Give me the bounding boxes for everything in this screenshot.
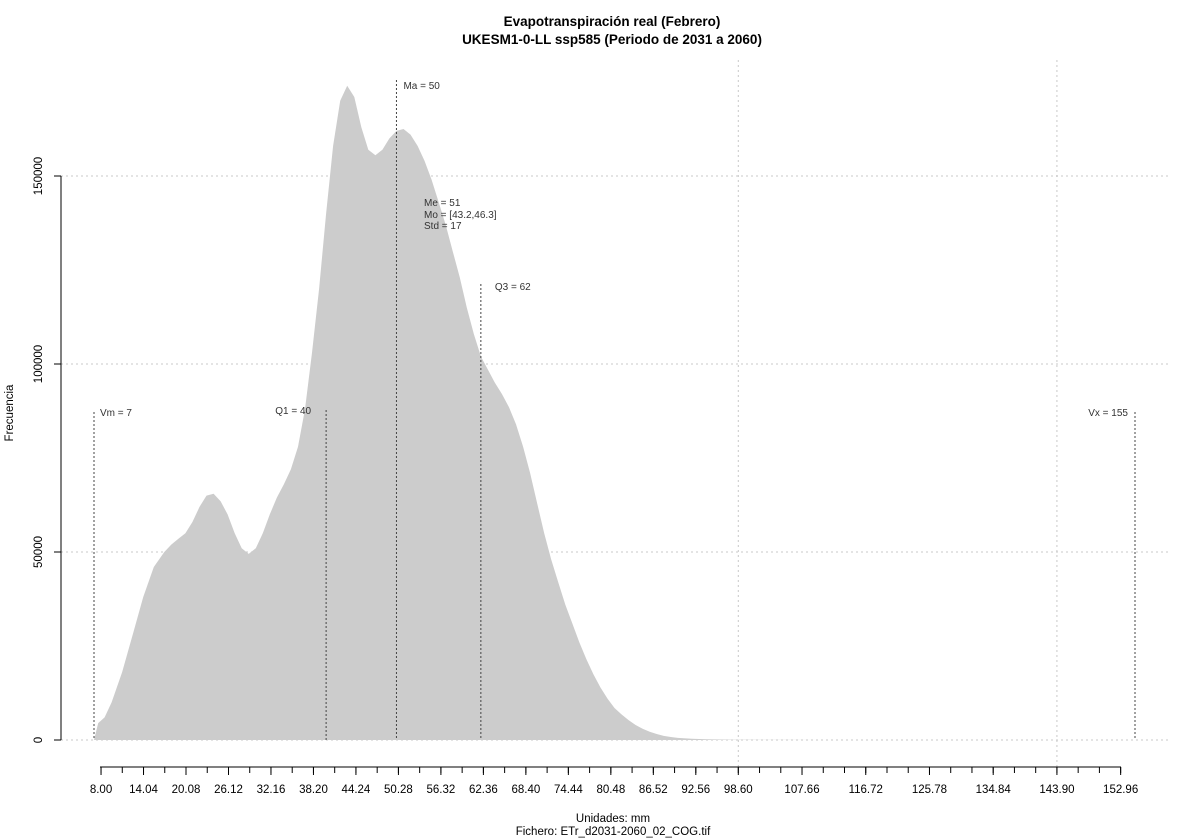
annotation-label-1: Q1 = 40 — [275, 406, 311, 417]
x-tick-label-12: 80.48 — [596, 784, 625, 796]
x-tick-label-17: 116.72 — [849, 784, 883, 796]
x-tick-label-5: 38.20 — [299, 784, 328, 796]
x-tick-label-18: 125.78 — [912, 784, 947, 796]
annotations: Vm = 7 Q1 = 40 Ma = 50 Q3 = 62 Vx = 155 — [93, 80, 1136, 740]
y-tick-label-1: 50000 — [33, 536, 45, 568]
y-tick-label-2: 100000 — [33, 345, 45, 383]
x-tick-label-21: 152.96 — [1103, 784, 1138, 796]
x-tick-label-4: 32.16 — [257, 784, 286, 796]
x-tick-label-6: 44.24 — [342, 784, 371, 796]
file-caption: Fichero: ETr_d2031-2060_02_COG.tif — [516, 826, 711, 838]
annotation-label-4: Vx = 155 — [1088, 408, 1128, 419]
y-tick-label-3: 150000 — [33, 157, 45, 195]
stat-std: Std = 17 — [424, 221, 462, 232]
x-tick-label-14: 92.56 — [681, 784, 710, 796]
x-tick-label-8: 56.32 — [427, 784, 456, 796]
x-tick-label-7: 50.28 — [384, 784, 413, 796]
annotation-label-2: Ma = 50 — [403, 81, 440, 92]
chart-subtitle: UKESM1-0-LL ssp585 (Periodo de 2031 a 20… — [462, 32, 762, 47]
stat-median: Me = 51 — [424, 198, 461, 209]
x-tick-label-1: 14.04 — [129, 784, 158, 796]
x-tick-label-11: 74.44 — [554, 784, 583, 796]
annotation-label-3: Q3 = 62 — [495, 282, 531, 293]
x-tick-label-13: 86.52 — [639, 784, 668, 796]
x-tick-label-9: 62.36 — [469, 784, 498, 796]
y-axis-label: Frecuencia — [4, 384, 16, 441]
y-axis-ticks: 0 50000 100000 150000 — [33, 157, 61, 743]
x-tick-label-10: 68.40 — [511, 784, 540, 796]
x-axis-label: Unidades: mm — [576, 813, 650, 825]
x-tick-label-19: 134.84 — [976, 784, 1012, 796]
x-tick-label-0: 8.00 — [90, 784, 112, 796]
x-tick-label-15: 98.60 — [724, 784, 753, 796]
annotation-label-0: Vm = 7 — [100, 408, 132, 419]
x-axis-ticks: 8.00 14.04 20.08 26.12 32.16 38.20 44.24 50.28 5… — [90, 767, 1138, 796]
x-tick-label-20: 143.90 — [1039, 784, 1074, 796]
stat-mode: Mo = [43.2,46.3] — [424, 210, 497, 221]
density-area — [94, 85, 1135, 741]
x-tick-label-2: 20.08 — [172, 784, 201, 796]
chart-title: Evapotranspiración real (Febrero) — [504, 14, 721, 29]
y-tick-label-0: 0 — [33, 737, 45, 743]
x-tick-label-16: 107.66 — [784, 784, 819, 796]
x-tick-label-3: 26.12 — [214, 784, 243, 796]
